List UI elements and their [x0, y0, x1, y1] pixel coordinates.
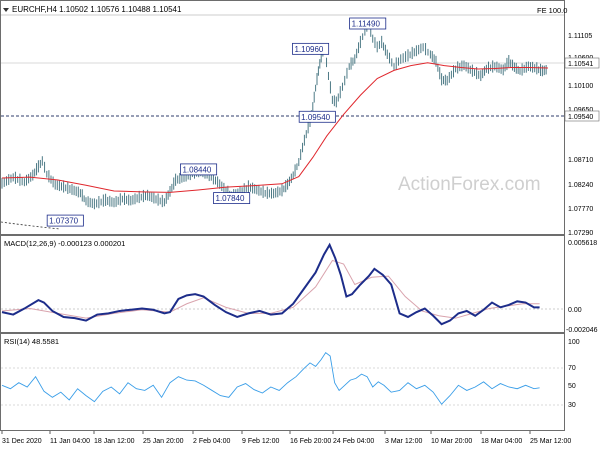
- y-tick: 0.00: [568, 307, 582, 314]
- price-label-text: 1.07840: [216, 194, 245, 203]
- rsi-series: [1, 351, 540, 405]
- price-label: 1.07840: [213, 192, 251, 205]
- y-tick: 1.07290: [568, 230, 593, 237]
- x-tick-label: 11 Jan 04:00: [50, 438, 90, 445]
- y-tick: 30: [568, 402, 576, 409]
- x-tick-label: 18 Mar 04:00: [481, 438, 522, 445]
- x-tick-label: 2 Feb 04:00: [193, 438, 230, 445]
- price-label-box: [292, 42, 330, 55]
- price-label: 1.08440: [180, 163, 218, 176]
- price-panel: [0, 0, 565, 235]
- x-tick-label: 31 Dec 2020: [2, 438, 42, 445]
- rsi-y-axis: 100 70 50 30: [568, 339, 580, 409]
- rsi-line: [1, 351, 540, 405]
- macd-title: MACD(12,26,9) -0.000123 0.000201: [4, 239, 125, 248]
- price-label: 1.11490: [349, 17, 387, 30]
- price-label-box: [349, 17, 387, 30]
- y-tick: 1.09650: [568, 107, 593, 114]
- y-tick: 50: [568, 383, 576, 390]
- x-tick-label: 9 Feb 12:00: [242, 438, 279, 445]
- macd-series: [1, 242, 540, 326]
- price-label-box: [46, 214, 84, 227]
- macd-y-axis: 0.005618 0.00 -0.002046: [566, 240, 598, 334]
- price-label-text: 1.10960: [294, 45, 323, 54]
- last-price-tag: 1.10541: [564, 57, 600, 69]
- price-label: 1.09540: [298, 110, 336, 123]
- y-tick: 100: [568, 339, 580, 346]
- price-label-box: [298, 110, 336, 123]
- x-tick-label: 25 Mar 12:00: [530, 438, 571, 445]
- svg-text:1.10541: 1.10541: [568, 61, 593, 68]
- ohlc-readout: EURCHF,H4 1.10502 1.10576 1.10488 1.1054…: [12, 5, 182, 14]
- level-tag: 1.09540: [564, 110, 600, 122]
- price-label-text: 1.08440: [182, 165, 211, 174]
- price-annotations: 1.07370 1.08440 1.07840 1.09540 1.10960 1.114…: [46, 17, 387, 227]
- y-tick: 70: [568, 365, 576, 372]
- y-tick: 1.10100: [568, 83, 593, 90]
- y-tick: 1.07770: [568, 206, 593, 213]
- y-tick: -0.002046: [566, 327, 598, 334]
- fe-label: FE 100.0: [537, 6, 567, 15]
- price-label-box: [180, 163, 218, 176]
- rsi-panel: [0, 333, 565, 431]
- price-label: 1.10960: [292, 42, 330, 55]
- rsi-title: RSI(14) 48.5581: [4, 337, 59, 346]
- y-tick: 1.11105: [568, 33, 592, 40]
- y-tick: 0.005618: [568, 240, 597, 247]
- macd-signal-line: [1, 259, 540, 319]
- x-tick-label: 10 Mar 20:00: [431, 438, 472, 445]
- x-tick-label: 16 Feb 20:00: [290, 438, 331, 445]
- symbol-title: EURCHF,H4 1.10502 1.10576 1.10488 1.1054…: [3, 5, 182, 14]
- price-label-text: 1.09540: [301, 113, 330, 122]
- y-tick: 1.08710: [568, 157, 593, 164]
- price-label-text: 1.07370: [49, 217, 78, 226]
- long-ma-dotted: [0, 221, 61, 230]
- price-label-text: 1.11490: [352, 20, 381, 29]
- x-tick-label: 25 Jan 20:00: [143, 438, 184, 445]
- price-series: [1, 19, 549, 210]
- y-tick: 1.08240: [568, 182, 593, 189]
- watermark: ActionForex.com: [398, 174, 541, 195]
- macd-line: [1, 242, 540, 326]
- x-tick-label: 18 Jan 12:00: [94, 438, 135, 445]
- x-tick-label: 3 Mar 12:00: [385, 438, 422, 445]
- time-x-axis: 31 Dec 2020 11 Jan 04:00 18 Jan 12:00 25 Ja…: [1, 431, 571, 445]
- moving-average-line: [1, 62, 549, 193]
- x-tick-label: 24 Feb 04:00: [333, 438, 374, 445]
- price-label-box: [213, 192, 251, 205]
- price-label: 1.07370: [46, 214, 84, 227]
- svg-text:1.09540: 1.09540: [568, 114, 593, 121]
